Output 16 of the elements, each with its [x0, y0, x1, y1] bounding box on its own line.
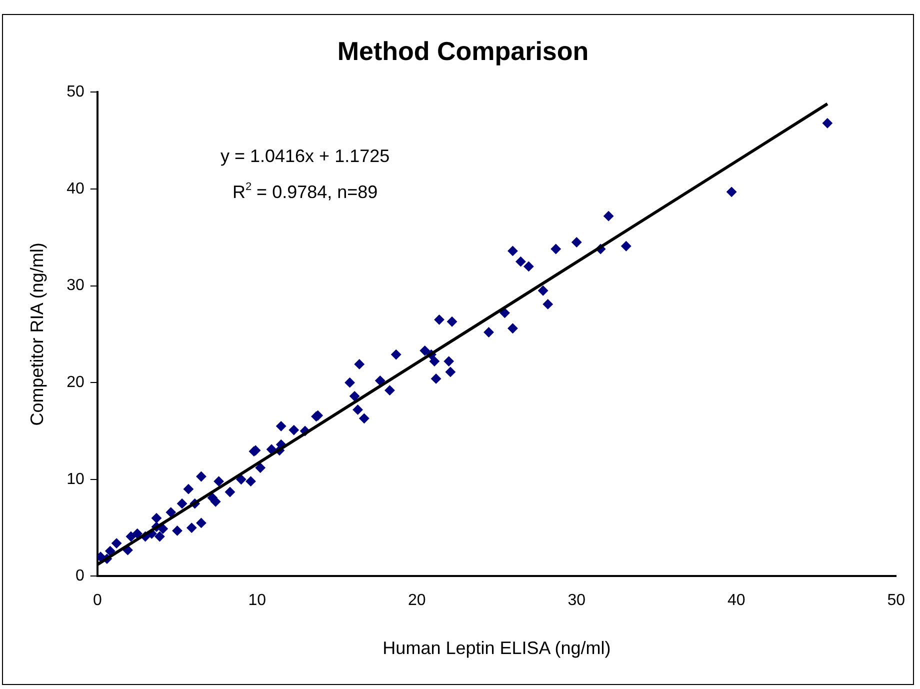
y-tick-label: 0: [75, 568, 84, 585]
y-tick-label: 40: [66, 180, 84, 198]
y-tick-label: 20: [66, 374, 84, 392]
x-axis-title: Human Leptin ELISA (ng/ml): [382, 638, 611, 658]
x-tick-label: 20: [408, 592, 426, 610]
x-tick-label: 50: [887, 592, 906, 610]
y-tick-label: 10: [66, 470, 84, 488]
x-tick-label: 40: [727, 592, 746, 610]
y-axis-title: Competitor RIA (ng/ml): [26, 242, 47, 426]
y-tick-label: 30: [66, 277, 84, 294]
x-tick-label: 30: [568, 592, 586, 610]
x-tick-label: 10: [248, 592, 266, 610]
y-tick-label: 50: [66, 84, 84, 101]
annotation: y = 1.0416x + 1.1725: [220, 146, 390, 166]
x-tick-label: 0: [92, 592, 102, 610]
chart-title: Method Comparison: [337, 36, 589, 66]
